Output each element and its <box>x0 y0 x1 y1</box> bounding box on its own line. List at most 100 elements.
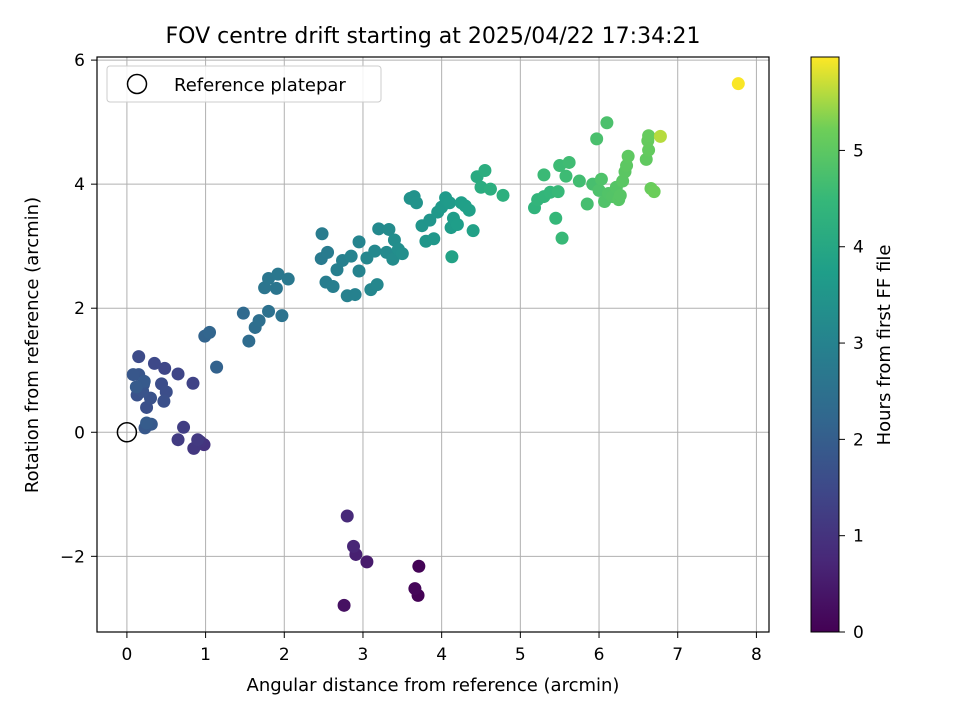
data-point <box>372 222 386 236</box>
y-axis-ticks: −2 0 2 4 6 <box>60 51 97 567</box>
data-point <box>321 245 335 259</box>
data-point <box>129 380 143 394</box>
data-point <box>177 420 191 434</box>
x-tick-label: 8 <box>751 645 762 665</box>
data-point <box>147 356 161 370</box>
data-point <box>496 188 510 202</box>
chart-title: FOV centre drift starting at 2025/04/22 … <box>166 24 701 49</box>
data-point <box>370 278 384 292</box>
x-tick-label: 2 <box>279 645 290 665</box>
data-point <box>559 169 573 183</box>
x-tick-label: 1 <box>200 645 211 665</box>
data-point <box>132 350 146 364</box>
data-point <box>572 174 586 188</box>
y-axis-label: Rotation from reference (arcmin) <box>22 197 43 493</box>
data-point <box>171 433 185 447</box>
data-point <box>281 272 295 286</box>
y-tick-label: −2 <box>60 547 85 567</box>
data-point <box>315 227 329 241</box>
data-point <box>186 376 200 390</box>
data-point <box>344 249 358 263</box>
x-tick-label: 6 <box>594 645 605 665</box>
data-point <box>621 149 635 163</box>
data-point <box>382 222 396 236</box>
legend-open-circle-icon <box>126 73 148 95</box>
data-point <box>653 129 667 143</box>
data-point <box>580 197 594 211</box>
colorbar-ticks: 0 1 2 3 4 5 <box>839 141 864 643</box>
data-point <box>423 213 437 227</box>
colorbar-frame <box>810 56 840 633</box>
data-point <box>271 267 285 281</box>
x-tick-label: 5 <box>515 645 526 665</box>
data-point <box>157 394 171 408</box>
data-points <box>126 77 745 612</box>
data-point <box>450 217 464 231</box>
data-point <box>360 555 374 569</box>
data-point <box>275 309 289 323</box>
data-point <box>252 314 266 328</box>
data-point <box>368 244 382 258</box>
y-tick-label: 6 <box>74 51 85 71</box>
data-point <box>395 247 409 261</box>
data-point <box>551 185 565 199</box>
data-point <box>642 129 656 143</box>
data-point <box>731 77 745 91</box>
data-point <box>126 368 140 382</box>
data-point <box>386 252 400 266</box>
legend-box <box>106 65 382 103</box>
data-point <box>326 280 340 294</box>
y-tick-label: 0 <box>74 423 85 443</box>
data-point <box>600 116 614 130</box>
data-point <box>549 211 563 225</box>
x-tick-label: 7 <box>672 645 683 665</box>
legend-label: Reference platepar <box>174 75 346 96</box>
data-point <box>242 334 256 348</box>
reference-marker <box>116 422 138 443</box>
data-point <box>203 325 217 339</box>
data-point <box>427 232 441 246</box>
colorbar-label: Hours from first FF file <box>874 245 895 446</box>
colorbar-tick-label: 3 <box>853 334 864 354</box>
legend: Reference platepar <box>106 65 382 103</box>
data-point <box>466 224 480 238</box>
data-point <box>562 155 576 169</box>
data-point <box>347 539 361 553</box>
x-axis-label: Angular distance from reference (arcmin) <box>247 675 620 696</box>
data-point <box>412 559 426 573</box>
data-point <box>590 132 604 146</box>
x-tick-label: 0 <box>121 645 132 665</box>
data-point <box>408 582 422 596</box>
colorbar-gradient <box>811 57 839 632</box>
colorbar-tick-label: 1 <box>853 527 864 547</box>
data-point <box>191 433 205 447</box>
data-point <box>236 306 250 320</box>
data-point <box>348 288 362 302</box>
y-tick-label: 4 <box>74 175 85 195</box>
data-point <box>537 168 551 182</box>
data-point <box>171 367 185 381</box>
plot-frame <box>96 56 770 633</box>
data-point <box>594 172 608 186</box>
data-point <box>140 416 154 430</box>
data-point <box>443 196 457 210</box>
data-point <box>340 509 354 523</box>
data-point <box>352 264 366 278</box>
data-point <box>647 185 661 199</box>
colorbar-tick-label: 4 <box>853 238 864 258</box>
data-point <box>613 188 627 202</box>
data-point <box>262 304 276 318</box>
colorbar-tick-label: 5 <box>853 141 864 161</box>
colorbar-tick-label: 2 <box>853 430 864 450</box>
x-tick-label: 4 <box>436 645 447 665</box>
data-point <box>352 235 366 249</box>
data-point <box>158 361 172 375</box>
data-point <box>210 360 224 374</box>
data-point <box>478 164 492 178</box>
data-point <box>409 196 423 210</box>
data-point <box>462 203 476 217</box>
data-point <box>642 143 656 157</box>
data-point <box>483 182 497 196</box>
x-axis-ticks: 0 1 2 3 4 5 6 7 8 <box>121 632 762 665</box>
